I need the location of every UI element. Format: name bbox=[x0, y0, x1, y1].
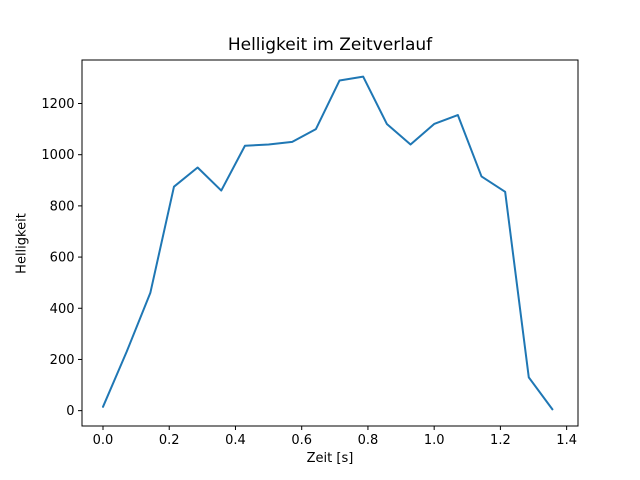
y-axis-label: Helligkeit bbox=[14, 213, 30, 274]
data-line bbox=[102, 75, 554, 411]
y-tick-label: 0 bbox=[66, 404, 74, 419]
x-tick-label: 1.4 bbox=[556, 433, 577, 448]
x-tick-label: 0.8 bbox=[358, 433, 379, 448]
axes-spines bbox=[81, 59, 579, 427]
y-tick-label: 1200 bbox=[41, 97, 74, 112]
x-tick-label: 0.2 bbox=[159, 433, 180, 448]
chart-title: Helligkeit im Zeitverlauf bbox=[227, 35, 433, 55]
y-tick-label: 200 bbox=[50, 353, 75, 368]
y-tick-label: 800 bbox=[50, 199, 75, 214]
x-tick-label: 1.2 bbox=[490, 433, 511, 448]
x-tick-label: 0.0 bbox=[93, 433, 114, 448]
x-tick-label: 0.4 bbox=[225, 433, 246, 448]
y-tick-label: 1000 bbox=[41, 148, 74, 163]
x-tick-label: 1.0 bbox=[424, 433, 445, 448]
y-tick-label: 600 bbox=[50, 251, 75, 266]
x-axis-label: Zeit [s] bbox=[306, 451, 354, 466]
y-tick-label: 400 bbox=[50, 302, 75, 317]
x-tick-label: 0.6 bbox=[291, 433, 312, 448]
